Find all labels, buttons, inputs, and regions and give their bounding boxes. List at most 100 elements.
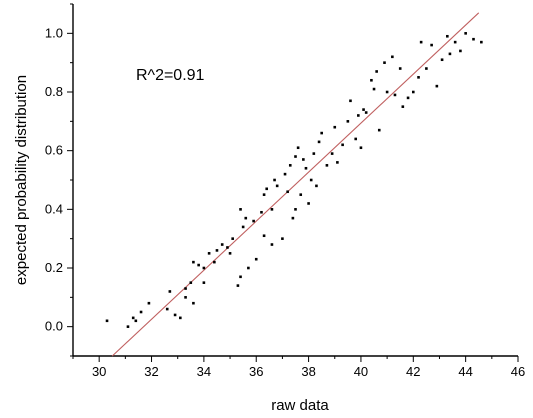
data-point [168, 290, 172, 293]
data-point [472, 37, 475, 41]
data-point [370, 78, 373, 82]
data-point [165, 307, 169, 311]
x-tick-label: 46 [511, 364, 525, 379]
data-point [346, 120, 350, 123]
data-point [435, 84, 439, 88]
data-point [254, 257, 258, 261]
data-point [307, 202, 310, 205]
data-point [294, 155, 297, 158]
data-point [226, 246, 229, 249]
data-point [385, 90, 389, 94]
y-tick-label: 0.2 [45, 260, 63, 275]
data-point [202, 266, 206, 270]
data-point [126, 325, 130, 328]
x-tick-label: 42 [406, 364, 420, 379]
y-tick-label: 0.6 [45, 143, 63, 158]
data-point [364, 111, 368, 114]
data-point [231, 237, 234, 240]
data-point [105, 319, 109, 323]
plot-frame [72, 4, 518, 357]
data-point [236, 284, 240, 287]
data-point [464, 32, 467, 35]
data-point [288, 164, 292, 167]
data-point [241, 225, 245, 229]
data-point [197, 263, 200, 267]
x-tick-label: 44 [458, 364, 472, 379]
y-tick-label: 0.0 [45, 319, 63, 334]
data-point [286, 190, 289, 194]
data-point [430, 43, 433, 47]
fit-line-layer [111, 12, 480, 357]
data-point [391, 55, 394, 59]
data-point [393, 93, 397, 97]
data-point [247, 266, 250, 270]
data-point [189, 281, 193, 284]
data-point [275, 184, 279, 188]
y-tick-label: 1.0 [45, 25, 63, 40]
data-point [398, 67, 402, 70]
tick-labels: 30 32 34 36 38 40 42 44 46 0.0 0.2 0.4 0.6 0.8 1.0 [45, 25, 525, 379]
data-point [336, 161, 339, 164]
x-tick-label: 30 [92, 364, 106, 379]
data-point [302, 158, 305, 161]
data-point [362, 108, 365, 111]
data-point [252, 219, 255, 223]
y-axis-title: expected probability distribution [13, 75, 30, 285]
data-point [377, 128, 381, 132]
data-point [417, 76, 420, 79]
data-point [309, 178, 313, 182]
data-point [265, 187, 269, 191]
data-points [105, 32, 483, 328]
data-point [213, 260, 216, 264]
x-tick-label: 40 [354, 364, 368, 379]
data-point [401, 105, 405, 108]
data-point [215, 249, 219, 252]
data-point [220, 243, 224, 246]
data-point [312, 152, 316, 155]
data-point [173, 313, 177, 317]
data-point [333, 125, 337, 129]
data-point [446, 34, 449, 38]
data-point [291, 216, 295, 220]
data-point [315, 184, 318, 188]
data-point [453, 40, 457, 44]
y-tick-label: 0.4 [45, 201, 63, 216]
data-point [270, 243, 274, 246]
x-axis-title: raw data [271, 397, 329, 414]
data-point [239, 275, 242, 279]
data-point [317, 140, 321, 144]
data-point [330, 152, 334, 155]
data-point [448, 52, 452, 56]
x-tick-label: 32 [144, 364, 158, 379]
axis-ticks [67, 3, 519, 362]
data-point [260, 210, 263, 214]
data-point [283, 172, 287, 176]
data-point [406, 96, 410, 100]
data-point [341, 143, 344, 147]
data-point [184, 296, 187, 299]
data-point [459, 49, 462, 53]
data-point [440, 58, 444, 62]
data-point [207, 252, 211, 255]
data-point [325, 164, 329, 167]
data-point [134, 319, 138, 323]
data-point [304, 166, 308, 170]
data-point [354, 137, 358, 141]
data-point [281, 237, 284, 240]
data-point [480, 40, 483, 44]
data-point [349, 99, 352, 103]
data-point [262, 193, 266, 196]
data-point [179, 316, 182, 320]
data-point [419, 40, 423, 44]
data-point [239, 208, 242, 211]
data-point [375, 70, 378, 73]
data-point [262, 234, 266, 238]
data-point [294, 208, 297, 211]
data-point [228, 252, 232, 255]
data-point [425, 67, 428, 70]
data-point [273, 178, 276, 182]
data-point [192, 260, 195, 264]
data-point [131, 316, 135, 320]
